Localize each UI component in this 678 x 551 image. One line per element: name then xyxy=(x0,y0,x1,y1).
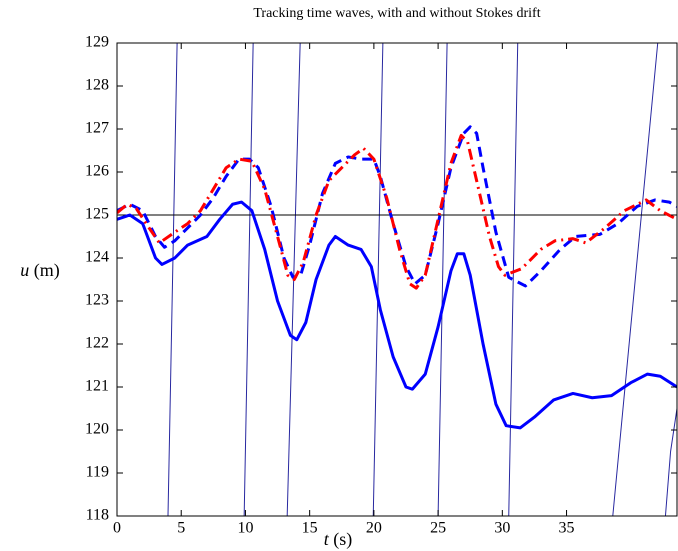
x-axis-symbol: t xyxy=(324,529,330,549)
y-axis-unit: (m) xyxy=(34,260,60,281)
y-tick-label: 129 xyxy=(85,34,109,51)
y-tick-label: 128 xyxy=(85,77,109,94)
series-line xyxy=(167,43,677,516)
x-tick-label: 0 xyxy=(113,520,121,537)
x-axis-label: t (s) xyxy=(324,529,353,550)
plot-area xyxy=(117,43,677,516)
x-tick-label: 15 xyxy=(302,520,318,537)
y-tick-label: 119 xyxy=(86,464,109,481)
y-tick-label: 125 xyxy=(85,206,109,223)
y-tick-label: 124 xyxy=(85,249,109,266)
plot-frame xyxy=(116,42,678,517)
y-tick-label: 126 xyxy=(85,163,109,180)
x-tick-label: 5 xyxy=(177,520,185,537)
y-tick-label: 127 xyxy=(85,120,109,137)
chart-title: Tracking time waves, with and without St… xyxy=(253,6,540,21)
x-axis-unit: (s) xyxy=(333,529,352,550)
x-tick-label: 30 xyxy=(494,520,510,537)
x-tick-label: 10 xyxy=(237,520,253,537)
x-tick-label: 25 xyxy=(430,520,446,537)
series-line xyxy=(117,200,677,430)
y-axis-symbol: u xyxy=(20,260,29,280)
x-tick-label: 35 xyxy=(559,520,575,537)
y-tick-label: 120 xyxy=(85,421,109,438)
y-tick-label: 123 xyxy=(85,292,109,309)
series-line xyxy=(117,125,677,288)
y-axis-label: u (m) xyxy=(20,260,60,281)
x-tick-label: 20 xyxy=(366,520,382,537)
y-tick-label: 118 xyxy=(86,507,109,524)
y-tick-label: 122 xyxy=(85,335,109,352)
series-line xyxy=(117,133,677,290)
y-tick-label: 121 xyxy=(85,378,109,395)
